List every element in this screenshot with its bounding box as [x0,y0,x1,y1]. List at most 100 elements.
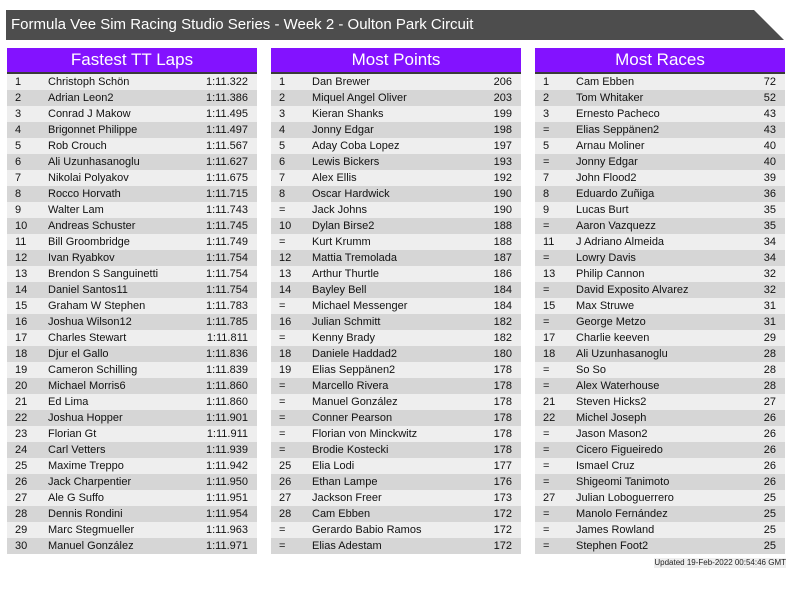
driver-name-cell: Cameron Schilling [48,364,138,376]
table-row: = Stephen Foot2 25 [535,538,785,554]
rank-cell: 22 [15,412,28,424]
table-row: 23 Florian Gt 1:11.911 [7,426,257,442]
rank-cell: = [543,124,550,136]
table-row: 17 Charlie keeven 29 [535,330,785,346]
table-row: 18 Ali Uzunhasanoglu 28 [535,346,785,362]
table-row: = Jonny Edgar 40 [535,154,785,170]
leaderboard-table: 1 Christoph Schön 1:11.322 2 Adrian Leon2 1:1… [7,74,257,554]
table-row: 15 Max Struwe 31 [535,298,785,314]
driver-name-cell: Joshua Hopper [48,412,123,424]
driver-name-cell: Jason Mason2 [576,428,648,440]
value-cell: 1:11.743 [205,204,248,216]
value-cell: 25 [763,508,776,520]
table-row: = Ismael Cruz 26 [535,458,785,474]
driver-name-cell: Carl Vetters [48,444,106,456]
driver-name-cell: Dennis Rondini [48,508,123,520]
driver-name-cell: Julian Loboguerrero [576,492,674,504]
table-row: 13 Brendon S Sanguinetti 1:11.754 [7,266,257,282]
driver-name-cell: Walter Lam [48,204,104,216]
rank-cell: 1 [15,76,22,88]
rank-cell: = [543,364,550,376]
rank-cell: = [543,380,550,392]
rank-cell: = [543,316,550,328]
table-row: 12 Ivan Ryabkov 1:11.754 [7,250,257,266]
value-cell: 172 [493,540,512,552]
rank-cell: = [279,380,286,392]
value-cell: 28 [763,348,776,360]
table-row: 6 Lewis Bickers 193 [271,154,521,170]
value-cell: 72 [763,76,776,88]
driver-name-cell: So So [576,364,606,376]
rank-cell: = [279,524,286,536]
driver-name-cell: Cam Ebben [312,508,371,520]
driver-name-cell: Brendon S Sanguinetti [48,268,159,280]
table-row: = Manolo Fernández 25 [535,506,785,522]
rank-cell: 3 [279,108,286,120]
driver-name-cell: Brigonnet Philippe [48,124,138,136]
driver-name-cell: Ismael Cruz [576,460,635,472]
value-cell: 1:11.950 [205,476,248,488]
value-cell: 182 [493,332,512,344]
table-row: 18 Djur el Gallo 1:11.836 [7,346,257,362]
value-cell: 1:11.954 [205,508,248,520]
rank-cell: = [279,396,286,408]
table-row: 5 Rob Crouch 1:11.567 [7,138,257,154]
table-row: 1 Cam Ebben 72 [535,74,785,90]
driver-name-cell: Ernesto Pacheco [576,108,660,120]
value-cell: 1:11.749 [205,236,248,248]
value-cell: 1:11.495 [205,108,248,120]
value-cell: 32 [763,284,776,296]
value-cell: 193 [493,156,512,168]
driver-name-cell: Rob Crouch [48,140,107,152]
table-row: 11 Bill Groombridge 1:11.749 [7,234,257,250]
table-row: 24 Carl Vetters 1:11.939 [7,442,257,458]
driver-name-cell: Jonny Edgar [312,124,374,136]
rank-cell: 20 [15,380,28,392]
value-cell: 190 [493,204,512,216]
table-row: 1 Christoph Schön 1:11.322 [7,74,257,90]
table-row: = Cicero Figueiredo 26 [535,442,785,458]
value-cell: 172 [493,508,512,520]
driver-name-cell: Max Struwe [576,300,635,312]
driver-name-cell: Djur el Gallo [48,348,109,360]
value-cell: 39 [763,172,776,184]
driver-name-cell: Christoph Schön [48,76,130,88]
rank-cell: 14 [15,284,28,296]
value-cell: 34 [763,236,776,248]
table-row: 13 Arthur Thurtle 186 [271,266,521,282]
value-cell: 1:11.567 [205,140,248,152]
driver-name-cell: Kurt Krumm [312,236,371,248]
table-row: 9 Lucas Burt 35 [535,202,785,218]
driver-name-cell: Manuel González [312,396,398,408]
table-row: = David Exposito Alvarez 32 [535,282,785,298]
driver-name-cell: Charles Stewart [48,332,127,344]
driver-name-cell: Florian Gt [48,428,97,440]
table-row: = Kurt Krumm 188 [271,234,521,250]
rank-cell: 15 [543,300,556,312]
driver-name-cell: Jonny Edgar [576,156,638,168]
driver-name-cell: Ethan Lampe [312,476,378,488]
table-row: 5 Arnau Moliner 40 [535,138,785,154]
value-cell: 1:11.901 [205,412,248,424]
rank-cell: 13 [279,268,292,280]
rank-cell: 7 [279,172,286,184]
driver-name-cell: Dylan Birse2 [312,220,375,232]
rank-cell: 7 [15,172,22,184]
value-cell: 1:11.971 [205,540,248,552]
driver-name-cell: Michael Morris6 [48,380,126,392]
rank-cell: 9 [543,204,550,216]
table-row: = Elias Seppänen2 43 [535,122,785,138]
table-row: = Kenny Brady 182 [271,330,521,346]
table-row: 12 Mattia Tremolada 187 [271,250,521,266]
driver-name-cell: Elias Seppänen2 [312,364,396,376]
rank-cell: 19 [15,364,28,376]
value-cell: 1:11.942 [205,460,248,472]
driver-name-cell: Conner Pearson [312,412,393,424]
rank-cell: 28 [15,508,28,520]
panel-title: Fastest TT Laps [7,48,257,74]
table-row: 29 Marc Stegmueller 1:11.963 [7,522,257,538]
value-cell: 25 [763,540,776,552]
value-cell: 178 [493,380,512,392]
driver-name-cell: Manolo Fernández [576,508,668,520]
value-cell: 26 [763,412,776,424]
